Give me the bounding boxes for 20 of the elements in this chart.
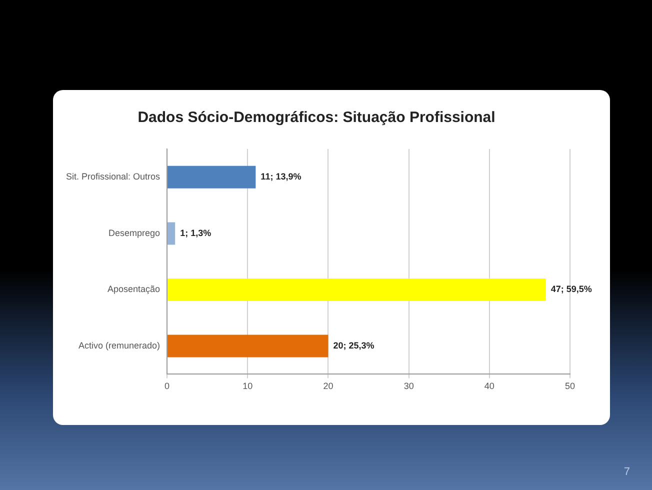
x-tick-label: 40 bbox=[484, 381, 494, 392]
data-label: 1; 1,3% bbox=[180, 228, 212, 238]
bar bbox=[168, 166, 256, 188]
chart-title: Dados Sócio-Demográficos: Situação Profissional bbox=[138, 109, 496, 126]
y-tick-label: Activo (remunerado) bbox=[78, 340, 160, 351]
data-label: 47; 59,5% bbox=[550, 284, 592, 294]
bar bbox=[168, 222, 176, 245]
bar bbox=[168, 334, 328, 358]
data-label: 11; 13,9% bbox=[260, 172, 302, 182]
bar bbox=[168, 278, 546, 302]
x-tick-label: 10 bbox=[242, 381, 253, 392]
y-tick-label: Sit. Profissional: Outros bbox=[66, 172, 161, 182]
x-tick-label: 20 bbox=[323, 381, 334, 392]
y-tick-label: Desemprego bbox=[108, 228, 160, 238]
x-tick-label: 0 bbox=[164, 381, 170, 392]
x-tick-label: 30 bbox=[404, 381, 414, 392]
data-label: 20; 25,3% bbox=[333, 340, 374, 351]
x-tick-label: 50 bbox=[564, 381, 576, 392]
text: 7 bbox=[624, 466, 630, 478]
y-tick-label: Aposentação bbox=[107, 284, 160, 294]
